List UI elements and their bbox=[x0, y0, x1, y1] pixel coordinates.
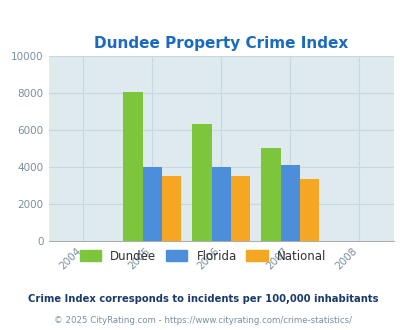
Bar bbox=[192, 124, 211, 241]
Bar bbox=[280, 165, 299, 241]
Bar bbox=[299, 179, 318, 241]
Bar bbox=[162, 176, 181, 241]
Bar bbox=[142, 167, 162, 241]
Legend: Dundee, Florida, National: Dundee, Florida, National bbox=[76, 246, 329, 266]
Text: Crime Index corresponds to incidents per 100,000 inhabitants: Crime Index corresponds to incidents per… bbox=[28, 294, 377, 304]
Title: Dundee Property Crime Index: Dundee Property Crime Index bbox=[94, 36, 347, 51]
Bar bbox=[123, 92, 142, 241]
Bar bbox=[211, 167, 230, 241]
Text: © 2025 CityRating.com - https://www.cityrating.com/crime-statistics/: © 2025 CityRating.com - https://www.city… bbox=[54, 316, 351, 325]
Bar bbox=[230, 176, 249, 241]
Bar bbox=[261, 148, 280, 241]
